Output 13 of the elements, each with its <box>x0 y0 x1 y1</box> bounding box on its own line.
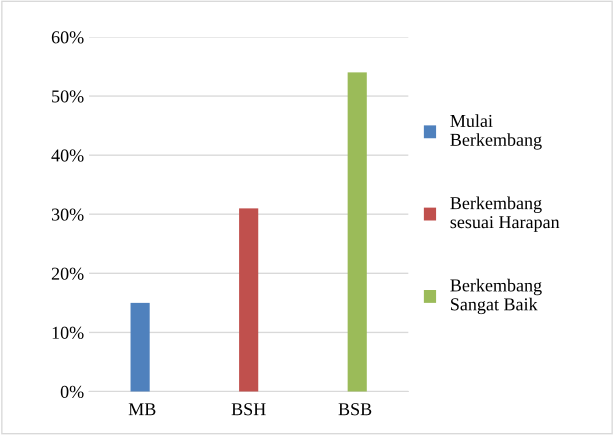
y-tick-label: 40% <box>51 149 84 162</box>
legend-label: Berkembang Sangat Baik <box>450 278 542 314</box>
y-tick-label: 10% <box>52 326 84 339</box>
y-tick-label: 0% <box>60 386 84 398</box>
y-tick-label: 20% <box>52 268 84 280</box>
y-tick-label: 60% <box>52 31 84 44</box>
x-tick-label: MB <box>128 403 156 416</box>
y-tick-label: 50% <box>52 90 84 103</box>
y-tick-label: 30% <box>52 208 84 221</box>
legend-label: Mulai Berkembang <box>450 114 542 150</box>
x-tick-label: BSH <box>232 403 266 416</box>
legend-label: Berkembang sesuai Harapan <box>450 196 560 232</box>
x-tick-label: BSB <box>338 403 372 416</box>
